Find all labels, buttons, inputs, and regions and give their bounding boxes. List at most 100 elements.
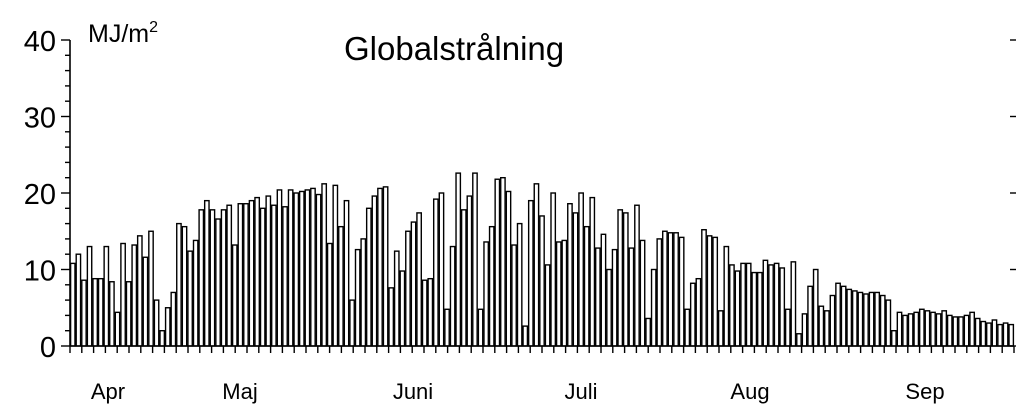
bar	[477, 308, 484, 347]
bar	[410, 221, 417, 347]
y-tick-label: 20	[24, 179, 56, 211]
bar	[405, 230, 411, 347]
bar	[829, 294, 836, 347]
bar	[516, 222, 523, 347]
bar	[907, 313, 914, 347]
bar	[589, 196, 596, 347]
month-labels: Apr Maj Juni Juli Aug Sep	[91, 379, 945, 404]
bar	[114, 311, 121, 347]
bar	[896, 311, 903, 347]
bar	[969, 311, 975, 347]
y-axis-unit: MJ/m2	[88, 19, 158, 48]
bar	[935, 313, 942, 347]
bar	[343, 199, 350, 347]
y-tick-label: 10	[24, 256, 56, 288]
bar	[958, 316, 964, 347]
bar	[109, 281, 115, 347]
bar	[650, 268, 657, 347]
bar	[857, 291, 864, 347]
bar	[203, 199, 210, 347]
bar	[701, 229, 707, 347]
bar	[712, 236, 719, 347]
bar	[689, 282, 696, 347]
bar	[120, 242, 126, 347]
bar	[92, 277, 99, 347]
bar	[729, 264, 735, 347]
bar	[768, 264, 774, 347]
bar	[963, 314, 970, 347]
bar	[97, 277, 104, 347]
bar	[164, 307, 171, 347]
bar	[695, 277, 702, 347]
bar	[276, 189, 283, 347]
bar	[237, 203, 244, 347]
bar	[583, 225, 590, 347]
bar	[159, 330, 166, 347]
bar	[382, 186, 389, 347]
month-label: Sep	[905, 379, 944, 404]
bar	[527, 199, 534, 347]
bar	[756, 271, 763, 347]
bar	[148, 230, 154, 347]
bar	[790, 261, 797, 347]
bar	[734, 270, 741, 347]
bar	[466, 195, 473, 347]
bar	[81, 279, 87, 347]
bar	[220, 209, 227, 347]
bar	[555, 241, 562, 347]
bar	[611, 248, 618, 347]
bar	[628, 247, 635, 347]
bar	[192, 239, 199, 347]
bar	[913, 311, 920, 347]
bar	[187, 250, 193, 347]
month-label: Juli	[564, 379, 597, 404]
bar	[874, 291, 881, 347]
bar	[125, 281, 132, 347]
bar	[891, 330, 897, 347]
bar	[354, 248, 361, 347]
bar	[812, 268, 819, 347]
bar	[678, 236, 685, 347]
bar	[656, 238, 663, 347]
bar	[153, 299, 160, 347]
bar	[801, 313, 808, 347]
bar	[578, 192, 584, 347]
bar	[684, 308, 691, 347]
bar	[388, 287, 395, 347]
y-tick-label: 0	[40, 332, 56, 364]
bar	[460, 209, 467, 347]
bar	[472, 172, 478, 347]
bar	[567, 203, 573, 347]
bar	[321, 183, 328, 347]
bar	[377, 187, 383, 347]
bar	[259, 207, 266, 347]
bar	[622, 212, 629, 347]
x-ticks	[69, 346, 1015, 353]
month-label: Juni	[393, 379, 433, 404]
bar	[740, 262, 746, 347]
bar	[645, 317, 652, 347]
bar	[298, 190, 305, 347]
bar	[985, 322, 992, 347]
bar	[762, 259, 769, 347]
bar	[745, 262, 752, 347]
bar	[863, 293, 869, 347]
bar	[181, 225, 188, 347]
bar	[142, 256, 149, 347]
bar	[918, 308, 925, 347]
bar	[131, 244, 138, 347]
bar	[723, 245, 730, 347]
chart-title: Globalstrålning	[344, 30, 564, 67]
bar	[930, 311, 936, 347]
bar	[293, 192, 300, 347]
bar	[282, 206, 288, 347]
bar	[751, 271, 758, 347]
bar	[544, 264, 551, 347]
bar	[231, 244, 238, 347]
bar	[170, 291, 177, 347]
bar	[594, 247, 601, 347]
bar	[360, 238, 367, 347]
bar	[198, 209, 205, 347]
bar	[449, 245, 456, 347]
bar	[662, 230, 668, 347]
